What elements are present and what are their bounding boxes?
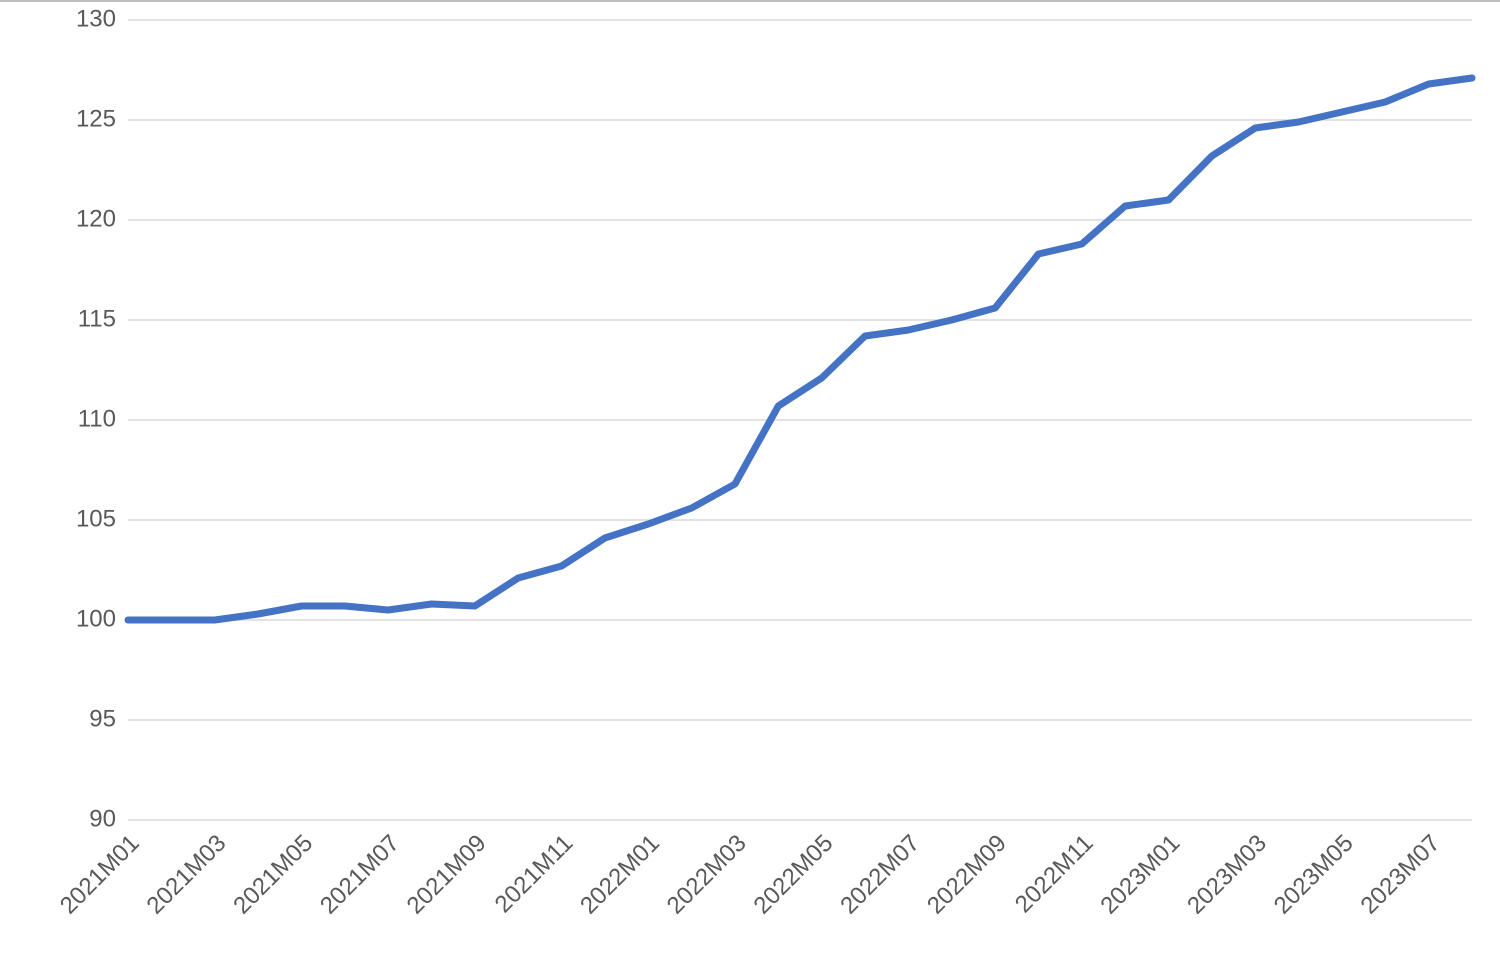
data-line <box>124 74 1476 624</box>
x-tick-label: 2022M09 <box>922 830 1012 920</box>
y-tick-label: 100 <box>76 605 116 632</box>
x-tick-label: 2023M03 <box>1182 830 1272 920</box>
y-tick-label: 120 <box>76 205 116 232</box>
x-tick-label: 2022M01 <box>575 830 665 920</box>
x-tick-label: 2023M07 <box>1356 830 1446 920</box>
x-tick-label: 2021M05 <box>228 830 318 920</box>
x-tick-label: 2022M05 <box>749 830 839 920</box>
y-tick-label: 125 <box>76 105 116 132</box>
x-tick-label: 2022M07 <box>835 830 925 920</box>
y-tick-label: 90 <box>89 805 116 832</box>
x-tick-label: 2021M07 <box>315 830 405 920</box>
y-tick-label: 105 <box>76 505 116 532</box>
y-tick-label: 115 <box>78 305 116 332</box>
x-tick-label: 2022M11 <box>1010 830 1099 919</box>
x-tick-label: 2021M09 <box>402 830 492 920</box>
x-tick-label: 2021M01 <box>55 830 145 920</box>
x-tick-label: 2023M05 <box>1269 830 1359 920</box>
x-tick-label: 2021M03 <box>142 830 232 920</box>
x-tick-label: 2023M01 <box>1095 830 1185 920</box>
x-tick-label: 2021M11 <box>490 830 579 919</box>
y-tick-label: 130 <box>76 5 116 32</box>
y-tick-label: 110 <box>78 405 116 432</box>
y-tick-label: 95 <box>89 705 116 732</box>
x-tick-label: 2022M03 <box>662 830 752 920</box>
